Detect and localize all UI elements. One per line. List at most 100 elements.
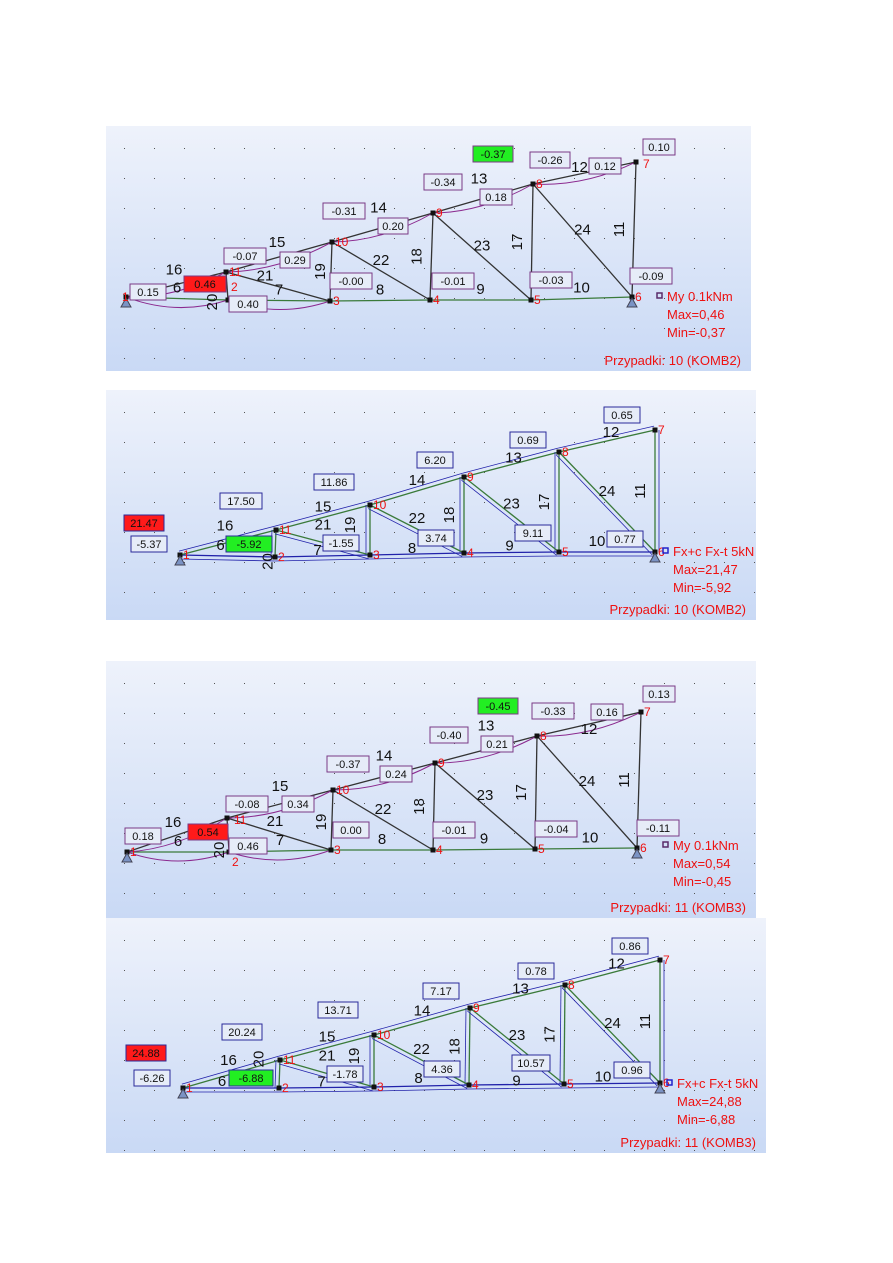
grid-dot <box>754 502 755 503</box>
grid-dot <box>214 1030 215 1031</box>
grid-dot <box>694 1030 695 1031</box>
grid-dot <box>364 148 365 149</box>
node-number-group: 2 <box>278 550 285 564</box>
grid-dot <box>634 502 635 503</box>
grid-dot <box>364 358 365 359</box>
grid-dot <box>394 532 395 533</box>
member-number-group: 9 <box>505 538 513 555</box>
grid-dot <box>364 532 365 533</box>
label-box <box>529 271 573 289</box>
grid-dot <box>724 863 725 864</box>
grid-dot <box>274 412 275 413</box>
grid-dot <box>634 1030 635 1031</box>
label-text: -0.40 <box>436 730 461 742</box>
member-number-group: 13 <box>471 171 488 188</box>
member-number-group: 22 <box>375 801 392 818</box>
grid-dot <box>724 268 725 269</box>
node-marker <box>371 1084 377 1090</box>
value-label: 0.96 <box>613 1061 651 1079</box>
grid-dot <box>634 1060 635 1061</box>
member-number-group: 20 <box>211 842 228 859</box>
member-number-group: 11 <box>616 772 633 788</box>
grid-dot <box>394 1060 395 1061</box>
label-text: -0.34 <box>430 177 455 189</box>
member-number: 11 <box>632 483 649 499</box>
grid-dot <box>304 442 305 443</box>
value-label: 0.40 <box>228 295 268 313</box>
node-number-group: 11 <box>229 265 242 279</box>
grid-dot <box>184 683 185 684</box>
grid-dot <box>214 412 215 413</box>
label-box <box>417 529 455 547</box>
force-diagram-line <box>279 1090 375 1093</box>
grid-dot <box>394 328 395 329</box>
grid-dot <box>214 208 215 209</box>
node-number-group: 9 <box>436 206 443 220</box>
grid-dot <box>484 1030 485 1031</box>
force-diagram-line <box>367 508 463 557</box>
value-label: -0.09 <box>629 267 673 285</box>
grid-dot <box>754 970 755 971</box>
node-number: 2 <box>282 1081 289 1095</box>
grid-dot <box>484 178 485 179</box>
truss-member <box>369 552 465 556</box>
label-text: 7.17 <box>430 986 451 998</box>
member-number: 19 <box>346 1048 363 1065</box>
grid-dot <box>544 502 545 503</box>
label-text: 0.46 <box>194 279 215 291</box>
grid-dot <box>514 743 515 744</box>
value-label: 0.77 <box>606 530 644 548</box>
grid-dot <box>244 863 245 864</box>
label-text: -0.37 <box>480 149 505 161</box>
member-number: 23 <box>503 496 520 513</box>
truss-member <box>536 711 642 737</box>
grid-dot <box>124 713 125 714</box>
legend-swatch-icon <box>666 1079 673 1086</box>
grid-dot <box>184 328 185 329</box>
node-number-group: 11 <box>234 813 247 827</box>
truss-member <box>468 1083 565 1086</box>
grid-dot <box>364 1120 365 1121</box>
node-number-group: 5 <box>567 1077 574 1091</box>
grid-dot <box>484 683 485 684</box>
node-marker <box>561 1081 567 1087</box>
grid-dot <box>724 743 725 744</box>
grid-dot <box>634 803 635 804</box>
legend-title: My 0.1kNm <box>673 838 739 853</box>
member-number-group: 14 <box>409 472 426 489</box>
node-number-group: 2 <box>232 855 239 869</box>
node-number-group: 3 <box>334 843 341 857</box>
grid-dot <box>184 208 185 209</box>
grid-dot <box>214 358 215 359</box>
grid-dot <box>214 532 215 533</box>
grid-dot <box>454 773 455 774</box>
grid-dot <box>694 1090 695 1091</box>
member-number: 14 <box>376 748 393 765</box>
grid-dot <box>454 358 455 359</box>
support-icon <box>654 1082 666 1094</box>
member-number: 23 <box>509 1027 526 1044</box>
label-box <box>225 795 269 813</box>
grid-dot <box>754 773 755 774</box>
grid-dot <box>364 1150 365 1151</box>
grid-dot <box>214 1000 215 1001</box>
grid-dot <box>124 502 125 503</box>
legend-swatch-icon <box>656 292 663 299</box>
label-text: -0.03 <box>538 275 563 287</box>
legend-max: Max=0,54 <box>673 856 730 871</box>
diagram-panel-3: 0.18 0.54 -0.08 0.34 0.46 -0.37 0.00 0.24 -0.40 -… <box>106 661 756 918</box>
label-text: -0.07 <box>232 251 257 263</box>
grid-dot <box>154 1000 155 1001</box>
label-box <box>472 145 514 163</box>
grid-dot <box>364 328 365 329</box>
max-value-label: 21.47 <box>123 514 165 532</box>
grid-dot <box>514 970 515 971</box>
label-text: -0.37 <box>335 759 360 771</box>
member-number-group: 13 <box>512 981 529 998</box>
grid-dot <box>154 1030 155 1031</box>
grid-dot <box>244 208 245 209</box>
node-marker <box>432 760 438 766</box>
grid-dot <box>754 1120 755 1121</box>
member-number-group: 16 <box>166 262 183 279</box>
grid-dot <box>544 562 545 563</box>
